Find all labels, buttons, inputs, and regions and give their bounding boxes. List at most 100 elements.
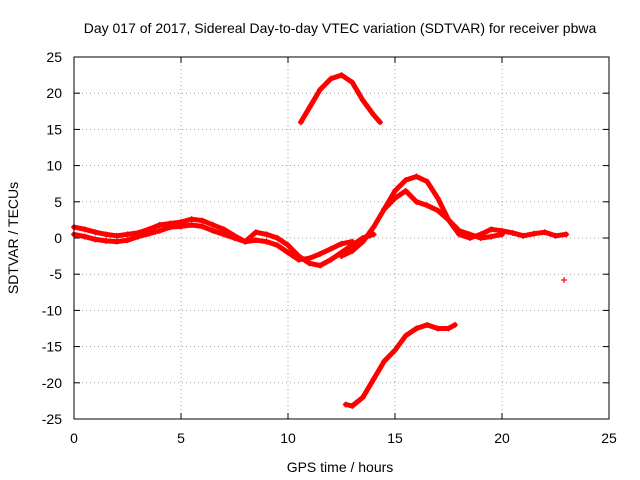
x-tick-labels: 0 5 10 15 20 25 <box>70 430 617 446</box>
series-line <box>339 174 569 259</box>
data-point <box>451 321 458 328</box>
data-point <box>306 255 313 262</box>
data-point <box>285 249 291 256</box>
data-point <box>285 242 291 249</box>
plot-frame <box>73 56 610 420</box>
data-point <box>263 238 270 245</box>
data-point <box>327 75 334 82</box>
data-point <box>434 207 441 214</box>
data-point <box>220 226 227 233</box>
grid-lines <box>74 57 609 419</box>
data-point <box>199 223 206 230</box>
data-point <box>306 104 313 111</box>
data-point <box>402 332 409 339</box>
data-point <box>317 262 324 269</box>
data-point <box>370 376 377 383</box>
data-point <box>359 238 366 245</box>
x-tick-label: 0 <box>70 430 78 446</box>
data-point <box>317 86 324 93</box>
data-point <box>349 248 356 255</box>
data-point <box>370 111 377 118</box>
data-point <box>317 250 324 257</box>
data-point <box>488 233 495 240</box>
data-point <box>242 238 249 245</box>
x-axis-label: GPS time / hours <box>287 459 394 475</box>
data-point <box>499 231 505 238</box>
data-point <box>263 231 270 238</box>
data-point <box>349 238 356 245</box>
data-point <box>135 233 142 240</box>
y-tick-label: -5 <box>50 266 63 282</box>
data-point <box>377 119 384 126</box>
data-point <box>156 221 163 228</box>
data-point <box>392 187 398 194</box>
data-point <box>81 233 88 240</box>
y-tick-label: 0 <box>54 230 62 246</box>
data-point <box>156 227 163 234</box>
y-tick-label: -25 <box>42 411 62 427</box>
data-point <box>210 227 217 234</box>
data-point <box>424 321 431 328</box>
data-point <box>210 221 217 228</box>
data-point <box>413 325 420 332</box>
data-point <box>488 226 495 233</box>
data-point <box>531 230 538 237</box>
series-line <box>298 72 383 125</box>
data-point <box>306 260 313 267</box>
data-point <box>561 276 568 283</box>
data-point <box>456 227 463 234</box>
data-point <box>252 237 259 244</box>
y-tick-label: -10 <box>42 302 62 318</box>
x-tick-label: 20 <box>494 430 510 446</box>
data-point <box>392 347 398 354</box>
data-point <box>178 223 184 230</box>
data-point <box>338 240 345 247</box>
data-point <box>188 216 195 223</box>
data-point <box>113 238 120 245</box>
data-point <box>370 224 377 231</box>
data-point <box>113 232 120 239</box>
data-point <box>252 229 259 236</box>
data-point <box>220 231 227 238</box>
data-point <box>124 237 131 244</box>
data-point <box>81 226 88 233</box>
data-point <box>392 195 398 202</box>
data-point <box>381 358 388 365</box>
data-point <box>520 232 527 239</box>
chart-title: Day 017 of 2017, Sidereal Day-to-day VTE… <box>84 20 597 36</box>
data-point <box>445 325 452 332</box>
data-point <box>402 177 409 184</box>
data-point <box>477 235 484 241</box>
data-point <box>297 119 304 126</box>
y-tick-label: 25 <box>46 49 62 65</box>
y-tick-label: -15 <box>42 339 62 355</box>
data-point <box>231 235 238 241</box>
data-point <box>92 229 99 236</box>
data-point <box>434 195 441 202</box>
data-point <box>370 231 377 238</box>
data-point <box>188 221 195 228</box>
y-tick-labels: 25 20 15 10 5 0 -5 -10 -15 -20 -25 <box>42 49 62 427</box>
y-tick-label: -20 <box>42 375 62 391</box>
data-point <box>434 325 441 332</box>
data-point <box>338 72 345 79</box>
data-point <box>342 401 349 408</box>
data-point <box>274 235 281 241</box>
data-point <box>509 229 516 236</box>
data-point <box>103 231 110 238</box>
data-point <box>295 256 302 263</box>
series-line <box>343 322 458 409</box>
data-point <box>359 394 366 401</box>
data-point <box>124 231 131 238</box>
y-tick-label: 15 <box>46 121 62 137</box>
data-series <box>71 72 570 409</box>
data-point <box>424 178 431 185</box>
data-point <box>327 256 334 263</box>
data-point <box>349 402 356 409</box>
data-point <box>381 206 388 213</box>
x-tick-label: 5 <box>177 430 185 446</box>
y-tick-label: 5 <box>54 194 62 210</box>
data-point <box>338 253 345 260</box>
data-point <box>552 232 559 239</box>
